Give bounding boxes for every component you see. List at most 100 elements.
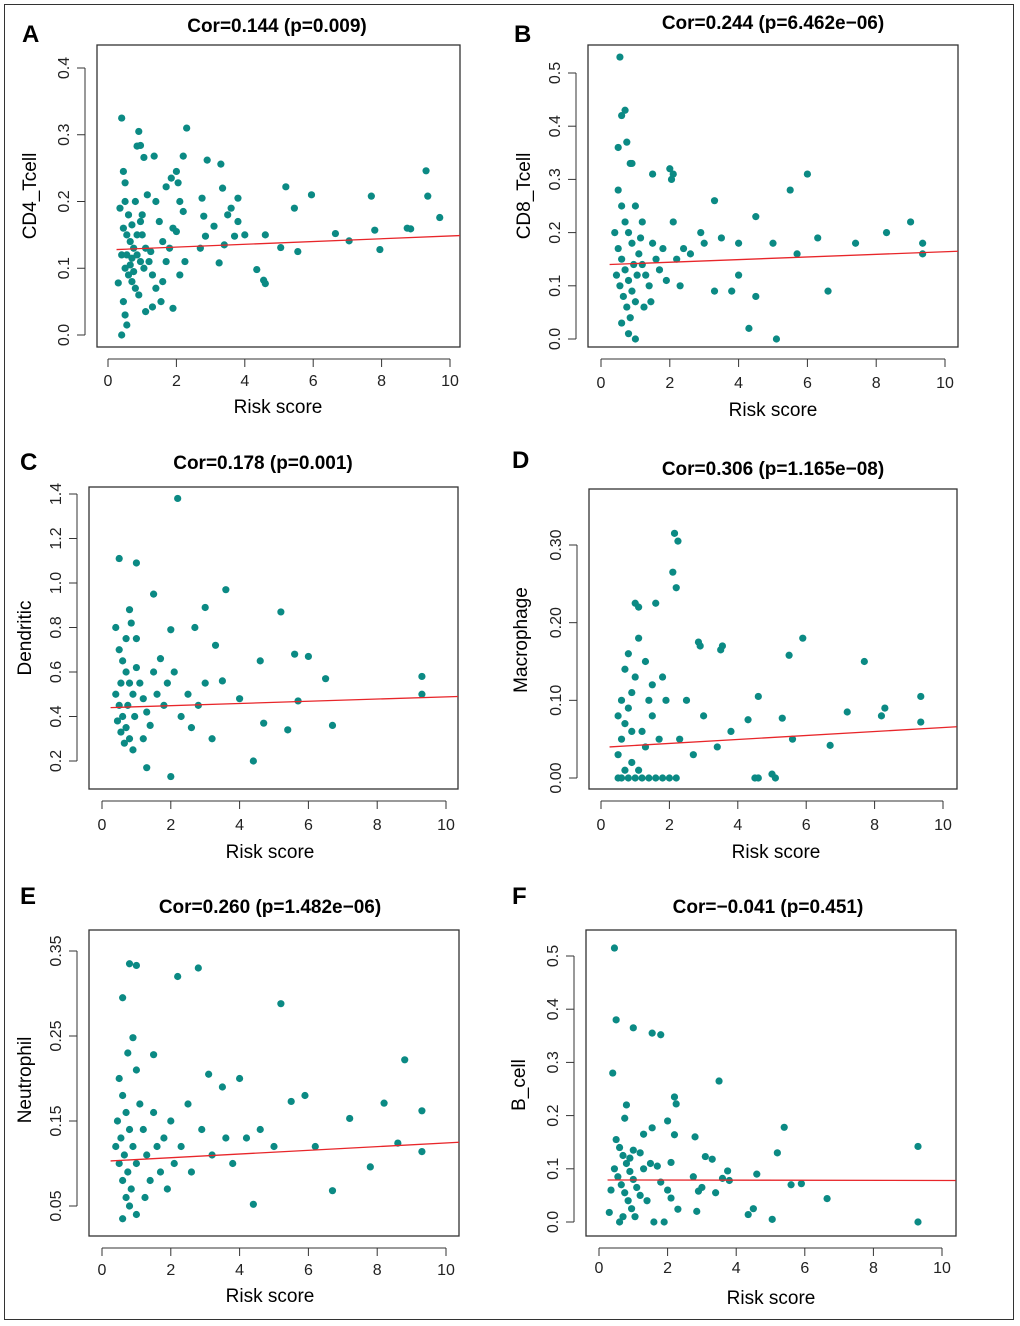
data-point xyxy=(260,719,268,727)
data-point xyxy=(128,278,136,286)
data-point xyxy=(667,1194,675,1202)
data-point xyxy=(424,192,432,200)
chart-title: Cor=0.178 (p=0.001) xyxy=(173,453,353,474)
data-point xyxy=(636,1191,644,1199)
data-point xyxy=(115,646,123,654)
data-point xyxy=(773,1149,781,1157)
data-point xyxy=(724,1167,732,1175)
data-point xyxy=(112,690,120,698)
y-tick-label: 0.30 xyxy=(548,529,565,560)
y-tick-label: 0.0 xyxy=(545,1211,562,1233)
data-point xyxy=(132,961,140,970)
data-point xyxy=(752,292,760,301)
data-point xyxy=(163,679,171,687)
data-point xyxy=(618,111,626,120)
x-tick-label: 4 xyxy=(734,375,743,392)
data-point xyxy=(710,287,719,295)
data-point xyxy=(291,650,299,658)
data-point xyxy=(631,298,640,306)
data-point xyxy=(670,1093,679,1101)
data-point xyxy=(633,1183,641,1192)
y-tick-label: 0.2 xyxy=(48,750,65,772)
data-point xyxy=(662,696,670,704)
data-point xyxy=(256,1125,264,1134)
data-point xyxy=(380,1099,388,1107)
x-axis-label: Risk score xyxy=(226,1286,315,1307)
data-point xyxy=(718,642,727,650)
plot-box xyxy=(588,488,958,790)
data-point xyxy=(118,114,126,122)
data-point xyxy=(647,298,655,306)
data-point xyxy=(917,718,925,726)
data-point xyxy=(170,1159,178,1168)
y-tick-label: 0.05 xyxy=(48,1190,65,1221)
data-point xyxy=(436,213,444,222)
panel-letter: C xyxy=(20,449,37,476)
data-point xyxy=(650,1218,658,1226)
data-point xyxy=(179,152,187,160)
y-tick-label: 0.4 xyxy=(48,705,65,727)
y-tick-label: 1.0 xyxy=(48,572,65,594)
data-point xyxy=(328,1187,337,1195)
data-point xyxy=(227,204,235,212)
x-tick-label: 8 xyxy=(373,1262,382,1279)
y-tick-label: 0.1 xyxy=(56,257,73,279)
data-point xyxy=(658,673,667,681)
x-tick-label: 8 xyxy=(377,373,386,390)
data-point xyxy=(119,1091,127,1100)
data-point xyxy=(150,668,158,676)
y-axis-label: B_cell xyxy=(509,1059,530,1111)
data-point xyxy=(610,1165,619,1173)
data-point xyxy=(628,239,636,247)
data-point xyxy=(132,559,140,567)
data-point xyxy=(136,257,145,266)
data-point xyxy=(648,1124,656,1132)
data-point xyxy=(686,250,695,258)
y-tick-label: 0.25 xyxy=(48,1020,65,1051)
data-point xyxy=(652,774,660,782)
data-point xyxy=(624,276,633,285)
data-point xyxy=(640,303,648,311)
x-tick-label: 0 xyxy=(597,375,606,392)
data-point xyxy=(132,635,140,643)
x-tick-label: 2 xyxy=(665,375,674,392)
y-tick-label: 0.4 xyxy=(545,998,562,1020)
data-point xyxy=(152,197,160,206)
data-point xyxy=(708,1155,716,1163)
data-point xyxy=(174,972,182,981)
x-tick-label: 6 xyxy=(802,817,811,834)
regression-line xyxy=(110,1141,460,1162)
data-point xyxy=(718,1174,727,1182)
data-point xyxy=(752,213,760,221)
data-point xyxy=(118,251,126,259)
data-point xyxy=(133,231,141,239)
data-point xyxy=(174,494,182,503)
data-point xyxy=(210,222,218,230)
y-tick-label: 0.6 xyxy=(48,661,65,683)
data-point xyxy=(735,239,743,247)
data-point xyxy=(670,1131,679,1139)
data-point xyxy=(135,291,143,299)
x-tick-label: 0 xyxy=(595,1260,604,1277)
panel-f: F Cor=−0.041 (p=0.451) Risk score B_cell 0 2 4… xyxy=(509,883,957,1309)
y-tick-label: 0.3 xyxy=(545,1051,562,1073)
data-point xyxy=(624,229,633,237)
data-point xyxy=(135,127,143,136)
x-tick-label: 0 xyxy=(597,817,606,834)
data-point xyxy=(653,1162,661,1170)
data-point xyxy=(146,1176,154,1185)
panel-letter: E xyxy=(20,883,36,910)
y-tick-label: 0.1 xyxy=(547,275,564,297)
data-point xyxy=(150,152,158,160)
data-point xyxy=(129,746,137,754)
data-point xyxy=(152,284,160,292)
data-point xyxy=(753,1170,761,1178)
x-tick-label: 8 xyxy=(870,817,879,834)
data-point xyxy=(122,668,130,676)
data-point xyxy=(138,231,146,239)
data-point xyxy=(125,1125,134,1134)
data-point xyxy=(615,1143,624,1152)
data-point xyxy=(754,774,762,782)
data-point xyxy=(131,197,139,206)
data-point xyxy=(630,260,638,269)
